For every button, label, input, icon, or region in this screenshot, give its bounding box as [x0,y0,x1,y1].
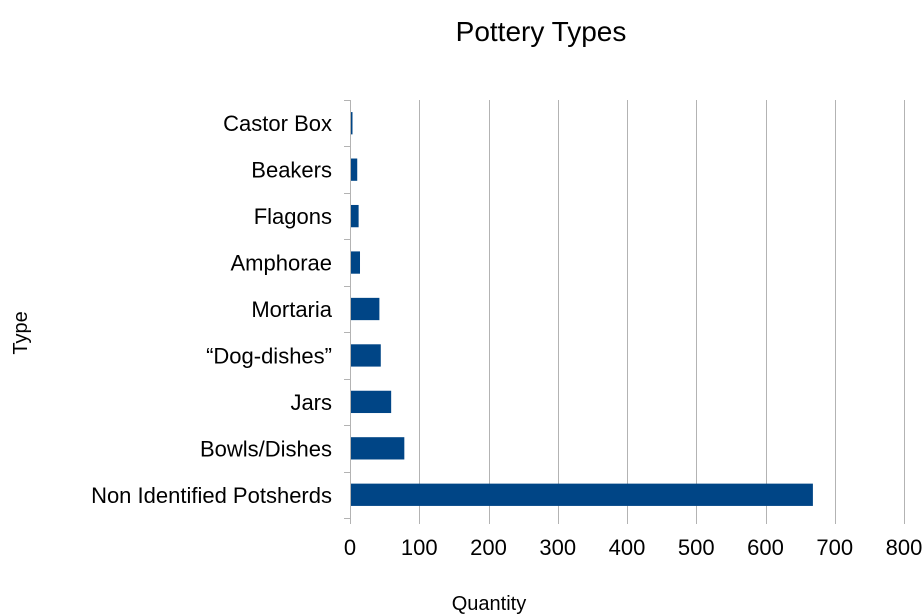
category-label: Jars [290,390,332,415]
x-tick-label: 400 [609,535,646,560]
x-tick-label: 800 [886,535,923,560]
category-label: Castor Box [223,111,332,136]
bar [351,158,358,181]
bar [351,437,405,460]
x-tick-label: 700 [816,535,853,560]
category-label: Flagons [254,204,332,229]
labels: 0 100 200 300 400 500 600 700 800 Castor Box Beake… [91,111,922,560]
category-label: “Dog-dishes” [206,343,332,368]
gridlines [419,100,905,518]
bars [351,112,813,506]
bar [351,251,361,274]
bar [351,483,813,506]
x-axis-title: Quantity [452,593,526,615]
x-tick-label: 600 [747,535,784,560]
y-axis-title: Type [10,311,32,354]
x-tick-label: 200 [470,535,507,560]
bar [351,344,381,367]
chart-title: Pottery Types [456,16,627,47]
axes [344,100,905,524]
bar [351,204,359,228]
category-label: Non Identified Potsherds [91,483,332,508]
x-tick-label: 300 [539,535,576,560]
category-label: Mortaria [251,297,332,322]
bar [351,112,353,135]
x-tick-label: 100 [401,535,438,560]
x-tick-label: 500 [678,535,715,560]
bar [351,390,392,414]
bar [351,297,380,321]
category-label: Amphorae [230,251,332,276]
category-label: Bowls/Dishes [200,436,332,461]
x-tick-label: 0 [344,535,356,560]
category-label: Beakers [251,158,332,183]
